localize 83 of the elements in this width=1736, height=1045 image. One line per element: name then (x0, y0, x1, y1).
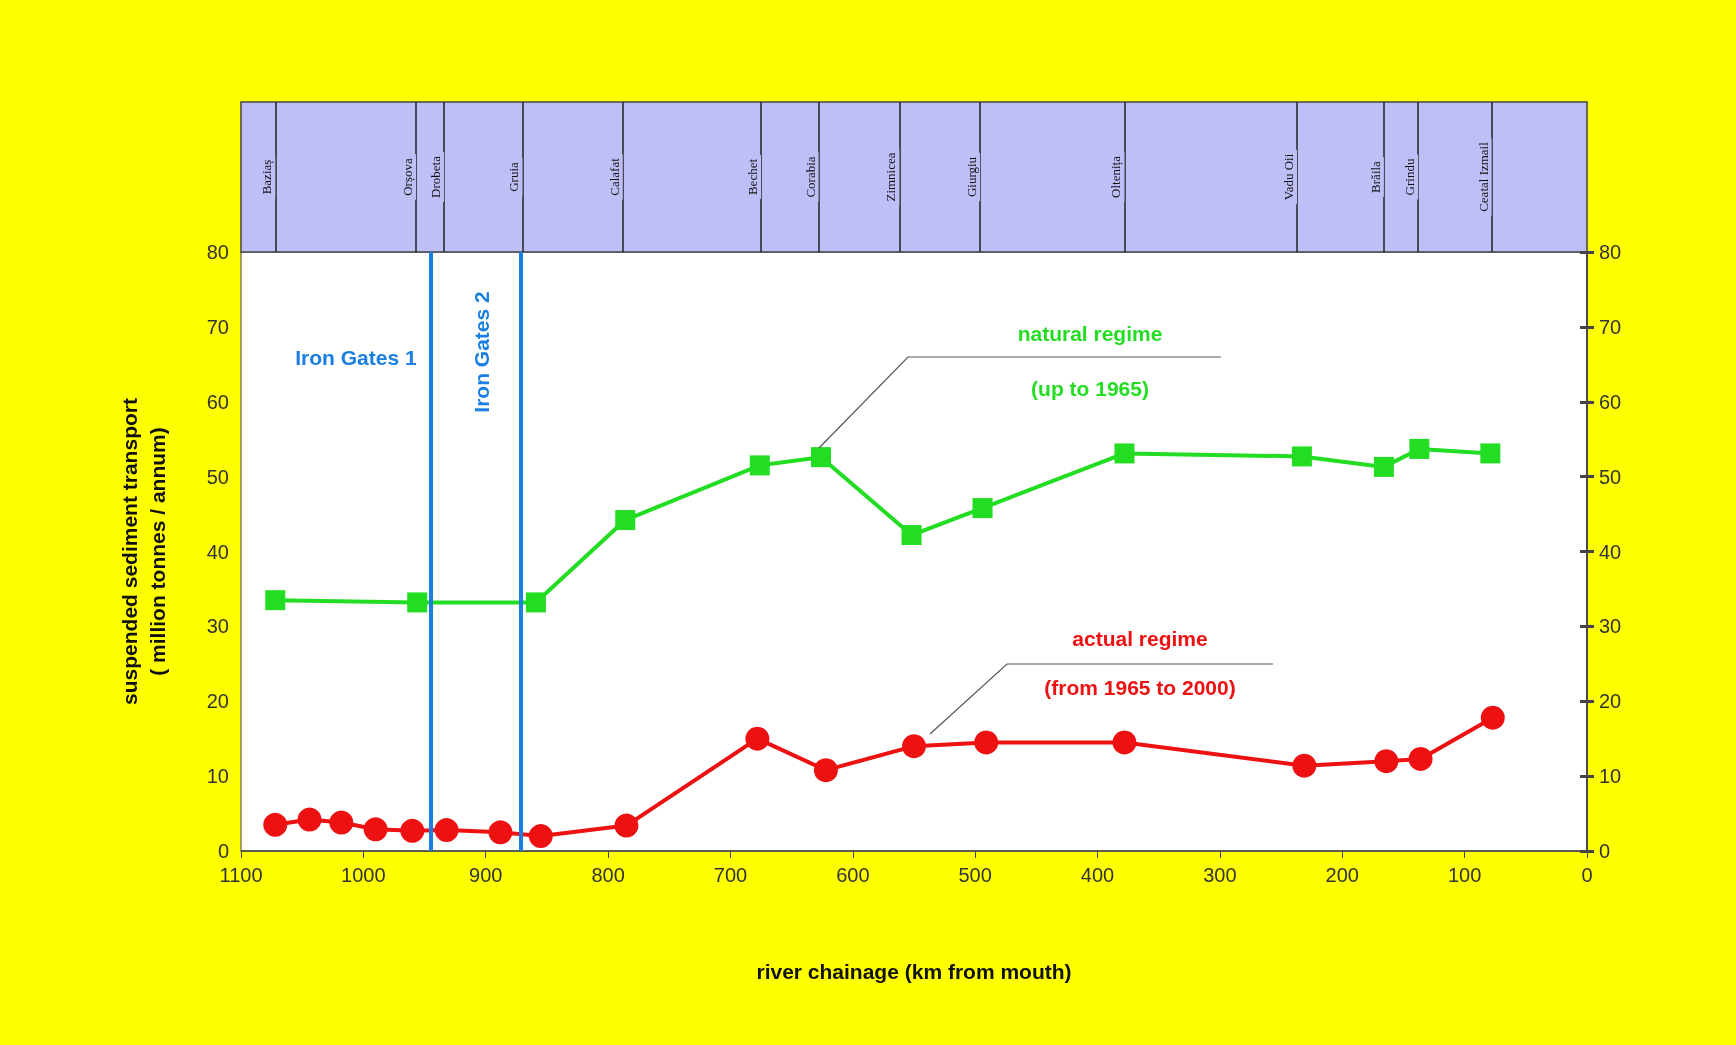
y2-tick-label: 30 (1599, 615, 1622, 638)
point (1373, 456, 1394, 477)
point (974, 730, 999, 755)
point (525, 592, 546, 613)
y2-tick-label: 20 (1599, 690, 1622, 713)
ref-line-label: Oltenița (1108, 155, 1124, 198)
point (1292, 753, 1317, 778)
y2-tick-label: 80 (1599, 241, 1622, 263)
ref-line-label: Ceatal Izmail (1475, 141, 1491, 212)
x-tick-label: 800 (591, 864, 625, 886)
point (265, 590, 286, 611)
point (745, 726, 770, 751)
y-tick-label: 30 (206, 615, 229, 638)
point (528, 824, 553, 849)
x-tick-label: 500 (958, 864, 992, 886)
y2-tick-label: 0 (1599, 840, 1611, 862)
annotation: natural regime (1017, 321, 1163, 345)
point (1374, 749, 1399, 774)
ref-line-label: Corabia (802, 156, 818, 198)
x-tick-label: 1100 (219, 864, 263, 886)
point (749, 455, 770, 476)
point (263, 812, 288, 837)
annotation: (from 1965 to 2000) (1044, 675, 1236, 699)
point (901, 525, 922, 546)
annotation: actual regime (1072, 626, 1208, 650)
point (811, 447, 831, 468)
x-tick-label: 0 (1581, 864, 1593, 886)
point (488, 820, 513, 845)
ref-line-label: Bechet (745, 158, 761, 196)
point (363, 817, 388, 842)
ref-line-label: Iron Gates 1 (295, 345, 417, 369)
point (1409, 438, 1430, 459)
y-tick-label: 0 (217, 840, 229, 862)
y2-tick-label: 70 (1599, 315, 1622, 338)
x-tick-label: 1000 (341, 864, 386, 886)
point (813, 758, 838, 783)
point (329, 810, 354, 835)
y2-tick-label: 60 (1599, 390, 1622, 413)
point (297, 807, 322, 832)
x-tick-label: 200 (1325, 864, 1359, 886)
y2-tick-label: 40 (1599, 540, 1622, 563)
ref-line-label: Calafat (606, 157, 622, 196)
ref-line-label: Baziaș (259, 159, 275, 195)
point (615, 510, 636, 531)
point (1291, 446, 1312, 467)
x-tick-label: 700 (713, 864, 748, 886)
y-axis-title: suspended sediment transport ( million tonnes / annum) (117, 398, 169, 705)
y-tick-label: 20 (206, 690, 229, 713)
point (1480, 705, 1505, 730)
y-tick-label: 80 (206, 241, 229, 263)
x-tick-label: 600 (836, 864, 870, 886)
point (902, 734, 926, 759)
point (400, 818, 425, 843)
x-tick-label: 100 (1447, 864, 1482, 886)
y-tick-label: 70 (206, 315, 229, 338)
annotation: (up to 1965) (1031, 376, 1149, 400)
point (1114, 443, 1135, 464)
ref-line-label: Orșova (399, 158, 415, 196)
ref-line-label: Zimnicea (883, 152, 899, 202)
ref-line-label: Gruia (506, 161, 522, 192)
x-axis-title: river chainage (km from mouth) (756, 960, 1072, 983)
y-tick-label: 60 (206, 390, 229, 413)
x-tick-label: 300 (1203, 864, 1237, 886)
y2-tick-label: 50 (1599, 465, 1622, 488)
ref-line-label: Drobeta (428, 155, 444, 198)
point (407, 592, 428, 613)
point (1480, 443, 1501, 464)
point (614, 813, 639, 838)
point (434, 818, 459, 843)
ref-line-label: Brăila (1367, 160, 1383, 193)
point (1112, 730, 1137, 755)
point (1408, 746, 1433, 771)
ref-line-label: Grindu (1402, 158, 1418, 196)
point (972, 498, 993, 519)
ref-line-label: Iron Gates 2 (469, 291, 493, 413)
y-tick-label: 40 (206, 540, 229, 563)
x-tick-label: 400 (1080, 864, 1115, 886)
y-tick-label: 10 (206, 765, 229, 788)
y2-tick-label: 10 (1599, 765, 1622, 788)
ref-line-label: Vadu Oii (1281, 153, 1296, 201)
y-tick-label: 50 (206, 465, 229, 488)
x-tick-label: 900 (469, 864, 503, 886)
ref-line-label: Giurgiu (964, 156, 980, 198)
